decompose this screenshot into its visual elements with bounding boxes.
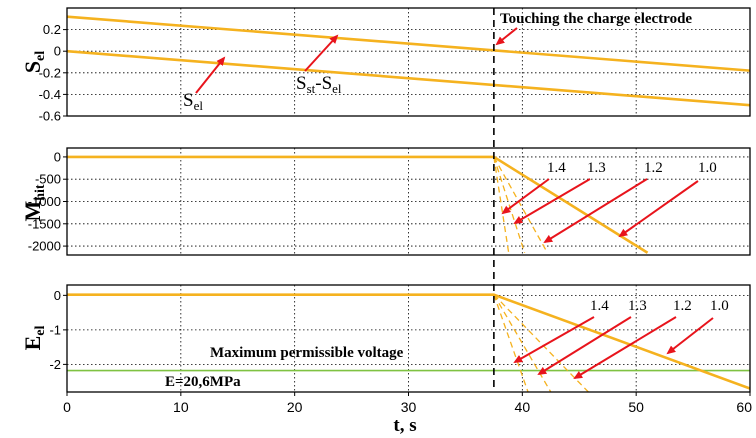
- panel-e-el-marks: [67, 293, 750, 392]
- x-axis: 0 10 20 30 40 50 60: [63, 392, 752, 415]
- m-label-1.0: 1.0: [698, 160, 717, 176]
- series-line-1.4: [493, 156, 510, 253]
- series-line-1.3: [493, 294, 552, 392]
- e-arrow-1.0: [666, 317, 714, 355]
- ytick-label: -0.6: [39, 109, 61, 124]
- e-label-1.4: 1.4: [590, 298, 609, 314]
- series-line-1.2: [493, 294, 589, 392]
- panel-s-el-marks: [67, 15, 750, 107]
- threshold-label: Maximum permissible voltage: [210, 345, 404, 361]
- panel-e-el-ylabel: Eel: [20, 325, 48, 350]
- series-line-1.3: [493, 156, 526, 253]
- ytick-label: -0.2: [39, 65, 61, 80]
- panel-m-hit-ylabel: Mhit: [20, 184, 48, 221]
- ytick-label: -1500: [28, 216, 61, 231]
- m-arrow-1.0: [618, 180, 699, 238]
- e-label-1.3: 1.3: [628, 298, 647, 314]
- e-arrow-1.3: [537, 316, 632, 376]
- annotations: Touching the charge electrode Sst-Sel Se…: [165, 11, 729, 390]
- panel-m-hit: 0 -500 -1000 -1500 -2000 Mhit: [20, 147, 751, 256]
- m-arrow-1.2: [543, 178, 648, 244]
- m-arrow-1.4: [501, 178, 550, 215]
- series-sel-label: Sel: [183, 90, 203, 113]
- xtick-label: 0: [63, 399, 71, 415]
- series-sst-sel-label: Sst-Sel: [296, 73, 342, 96]
- xtick-label: 30: [401, 399, 417, 415]
- series-line-1.2: [493, 156, 548, 254]
- ytick-label: 0: [54, 44, 61, 59]
- panel-s-el: 0.2 0 -0.2 -0.4 -0.6 Sel: [20, 7, 751, 124]
- touching-annotation: Touching the charge electrode: [500, 11, 692, 27]
- series-sst-sel-arrow: [304, 34, 339, 72]
- ytick-label: -0.4: [39, 87, 61, 102]
- xtick-label: 60: [736, 399, 752, 415]
- m-label-1.4: 1.4: [547, 160, 566, 176]
- ytick-label: 0: [54, 149, 61, 164]
- e-label-1.0: 1.0: [710, 298, 729, 314]
- ytick-label: -1000: [28, 194, 61, 209]
- panel-m-hit-ticks: 0 -500 -1000 -1500 -2000: [28, 149, 67, 254]
- touching-arrow: [495, 27, 518, 46]
- e-arrow-1.2: [573, 316, 677, 380]
- panel-s-el-ylabel: Sel: [20, 51, 48, 73]
- series-line-1.4: [493, 294, 529, 392]
- m-label-1.2: 1.2: [644, 160, 663, 176]
- e-label-1.2: 1.2: [673, 298, 692, 314]
- xtick-label: 20: [287, 399, 303, 415]
- panel-s-el-frame: [66, 7, 751, 117]
- series-line-Sel: [67, 49, 750, 107]
- ytick-label: 0.2: [43, 22, 61, 37]
- xtick-label: 10: [173, 399, 189, 415]
- ytick-label: -1: [49, 322, 61, 337]
- panel-m-hit-frame: [66, 147, 751, 256]
- series-sel-arrow: [195, 56, 226, 94]
- m-arrow-1.3: [513, 178, 591, 225]
- panel-e-el-ticks: 0 -1 -2: [49, 288, 67, 372]
- threshold-value-label: E=20,6MPa: [165, 374, 241, 390]
- xtick-label: 50: [628, 399, 644, 415]
- m-label-1.3: 1.3: [587, 160, 606, 176]
- ytick-label: -2000: [28, 239, 61, 254]
- ytick-label: -500: [35, 172, 61, 187]
- ytick-label: -2: [49, 357, 61, 372]
- ytick-label: 0: [54, 288, 61, 303]
- e-arrow-1.4: [513, 316, 595, 363]
- panel-s-el-ticks: 0.2 0 -0.2 -0.4 -0.6: [39, 22, 67, 124]
- xtick-label: 40: [515, 399, 531, 415]
- x-axis-label: t, s: [393, 415, 416, 436]
- series-line-Sst: [67, 15, 750, 72]
